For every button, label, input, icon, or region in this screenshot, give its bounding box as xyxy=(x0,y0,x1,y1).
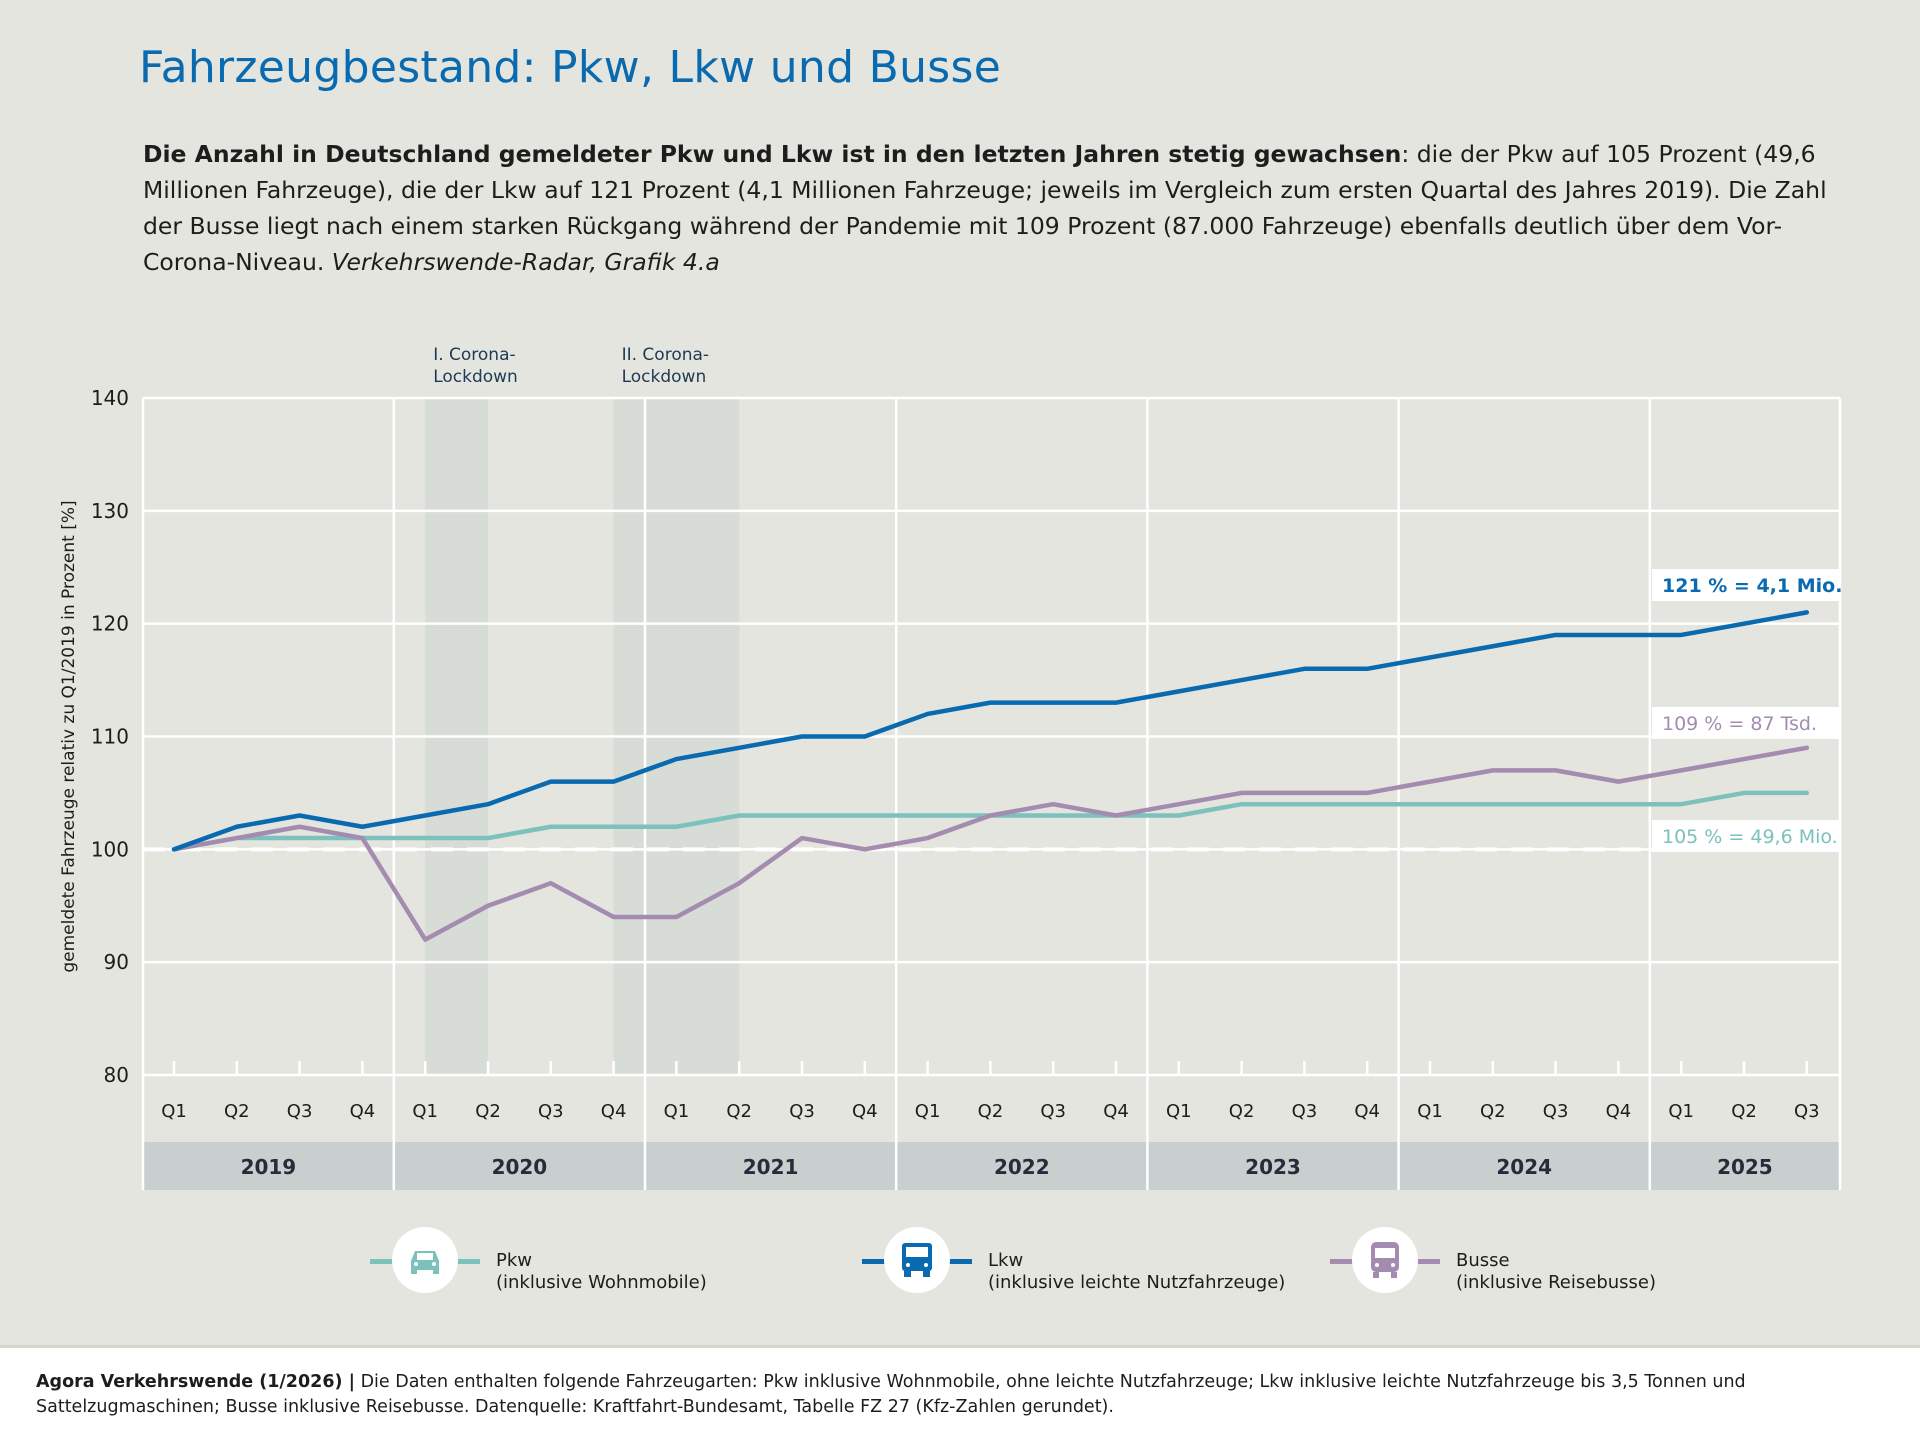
x-tick-label: Q3 xyxy=(1292,1101,1318,1122)
lockdown-label: II. Corona- xyxy=(622,345,709,365)
legend-sublabel: (inklusive leichte Nutzfahrzeuge) xyxy=(988,1272,1285,1294)
year-label: 2025 xyxy=(1717,1155,1773,1179)
x-tick-label: Q2 xyxy=(726,1101,752,1122)
x-tick-label: Q3 xyxy=(1543,1101,1569,1122)
lockdown-label: I. Corona- xyxy=(433,345,515,365)
y-tick-label: 110 xyxy=(91,725,129,749)
x-tick-label: Q2 xyxy=(1229,1101,1255,1122)
end-label-busse: 109 % = 87 Tsd. xyxy=(1662,713,1817,735)
legend-line xyxy=(1330,1259,1440,1264)
x-tick-label: Q1 xyxy=(412,1101,438,1122)
x-tick-label: Q4 xyxy=(852,1101,878,1122)
y-tick-label: 90 xyxy=(104,950,129,974)
x-tick-label: Q4 xyxy=(601,1101,627,1122)
x-tick-label: Q4 xyxy=(1103,1101,1129,1122)
legend-label: Busse xyxy=(1456,1250,1656,1272)
legend-item-pkw: Pkw(inklusive Wohnmobile) xyxy=(370,1228,707,1294)
x-tick-label: Q4 xyxy=(350,1101,376,1122)
x-tick-label: Q2 xyxy=(475,1101,501,1122)
end-label-pkw: 105 % = 49,6 Mio. xyxy=(1662,826,1838,848)
x-tick-label: Q1 xyxy=(915,1101,941,1122)
y-tick-label: 130 xyxy=(91,499,129,523)
legend-label: Pkw xyxy=(496,1250,707,1272)
legend-item-busse: Busse(inklusive Reisebusse) xyxy=(1330,1228,1656,1294)
end-label-lkw: 121 % = 4,1 Mio. xyxy=(1662,575,1842,597)
x-tick-label: Q1 xyxy=(1166,1101,1192,1122)
x-tick-label: Q1 xyxy=(1417,1101,1443,1122)
y-axis-label: gemeldete Fahrzeuge relativ zu Q1/2019 i… xyxy=(59,500,79,972)
x-tick-label: Q2 xyxy=(978,1101,1004,1122)
x-tick-label: Q1 xyxy=(161,1101,187,1122)
legend-line xyxy=(370,1259,480,1264)
x-tick-label: Q2 xyxy=(1480,1101,1506,1122)
year-label: 2021 xyxy=(743,1155,799,1179)
legend-item-lkw: Lkw(inklusive leichte Nutzfahrzeuge) xyxy=(862,1228,1285,1294)
footer: Agora Verkehrswende (1/2026) | Die Daten… xyxy=(0,1345,1920,1442)
year-label: 2024 xyxy=(1496,1155,1552,1179)
legend-sublabel: (inklusive Reisebusse) xyxy=(1456,1272,1656,1294)
y-tick-label: 80 xyxy=(104,1063,129,1087)
x-tick-label: Q2 xyxy=(224,1101,250,1122)
x-tick-label: Q3 xyxy=(1794,1101,1820,1122)
lockdown-label: Lockdown xyxy=(433,367,518,387)
x-tick-label: Q3 xyxy=(287,1101,313,1122)
x-tick-label: Q2 xyxy=(1731,1101,1757,1122)
lockdown-label: Lockdown xyxy=(622,367,707,387)
year-label: 2022 xyxy=(994,1155,1050,1179)
bus-icon xyxy=(1352,1227,1418,1293)
car-icon xyxy=(392,1227,458,1293)
x-tick-label: Q4 xyxy=(1606,1101,1632,1122)
year-label: 2020 xyxy=(492,1155,548,1179)
y-tick-label: 140 xyxy=(91,386,129,410)
y-tick-label: 120 xyxy=(91,612,129,636)
x-tick-label: Q4 xyxy=(1354,1101,1380,1122)
year-label: 2023 xyxy=(1245,1155,1301,1179)
x-tick-label: Q3 xyxy=(789,1101,815,1122)
footer-source: Agora Verkehrswende (1/2026) | xyxy=(36,1372,355,1392)
legend-label: Lkw xyxy=(988,1250,1285,1272)
year-label: 2019 xyxy=(241,1155,297,1179)
legend-sublabel: (inklusive Wohnmobile) xyxy=(496,1272,707,1294)
x-tick-label: Q1 xyxy=(1668,1101,1694,1122)
series-line-pkw xyxy=(174,793,1807,849)
truck-icon xyxy=(884,1227,950,1293)
y-tick-label: 100 xyxy=(91,837,129,861)
x-tick-label: Q3 xyxy=(538,1101,564,1122)
series-line-busse xyxy=(174,748,1807,940)
x-tick-label: Q3 xyxy=(1040,1101,1066,1122)
legend-line xyxy=(862,1259,972,1264)
x-tick-label: Q1 xyxy=(664,1101,690,1122)
year-band xyxy=(143,1142,1840,1190)
